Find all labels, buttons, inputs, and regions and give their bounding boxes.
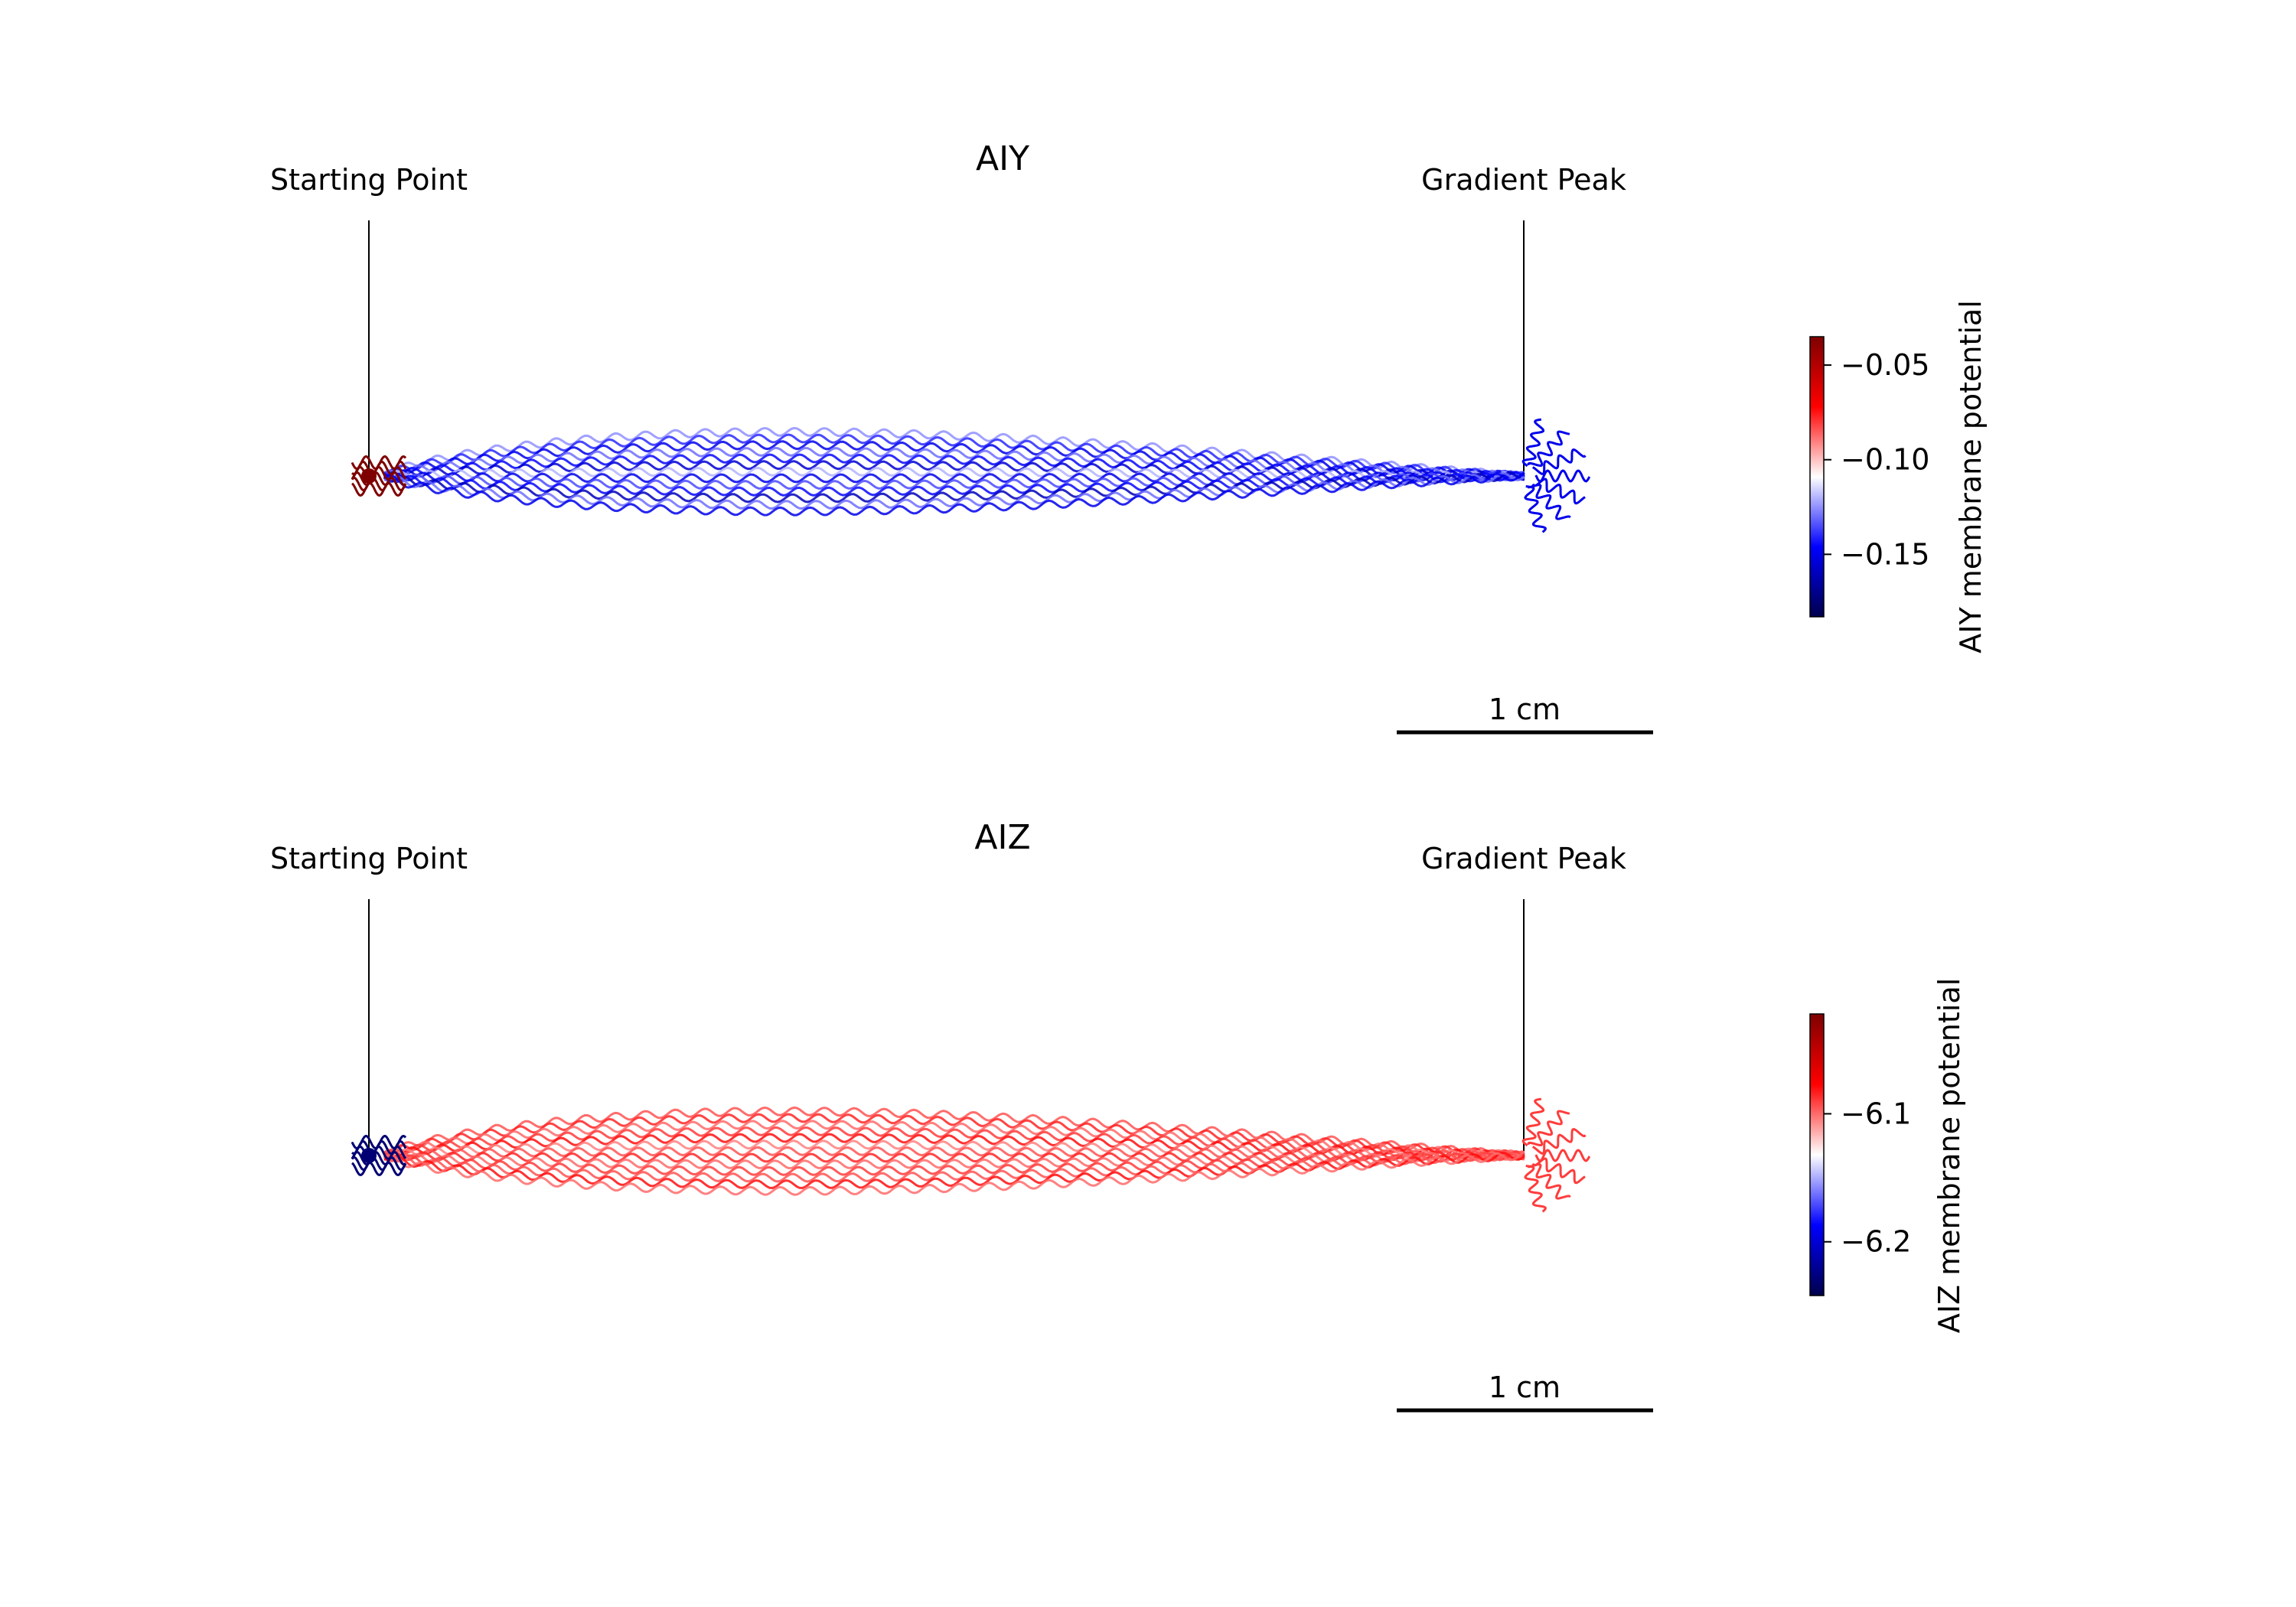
trajectory-line	[383, 1150, 1525, 1170]
start-trajectory-segment	[351, 476, 407, 492]
colorbar-gradient	[1809, 1013, 1825, 1296]
starting-point-label: Starting Point	[270, 163, 468, 197]
trajectory-line	[383, 471, 1525, 517]
trajectory-line	[383, 471, 1525, 510]
scale-bar: 1 cm	[1397, 693, 1653, 735]
start-trajectory-segment	[351, 465, 407, 481]
trajectory-line	[383, 466, 1525, 481]
colorbar-label: AIZ membrane potential	[1932, 978, 1966, 1333]
trajectory-line	[383, 453, 1525, 481]
peak-trajectory-segment	[1524, 485, 1547, 533]
peak-trajectory-segment	[1531, 448, 1587, 475]
start-trajectory-segment	[351, 1139, 407, 1156]
peak-trajectory-segment	[1534, 1149, 1591, 1162]
start-trajectory-segment	[351, 1145, 407, 1160]
peak-trajectory-segment	[1521, 1097, 1544, 1147]
peak-trajectory-segment	[1531, 1157, 1586, 1185]
colorbar-tick-label: −6.1	[1841, 1097, 1911, 1130]
start-trajectory-segment	[351, 1150, 406, 1166]
panel-title: AIZ	[974, 818, 1030, 857]
trajectory-line	[383, 471, 1525, 497]
trajectory-line	[383, 1151, 1525, 1196]
panel-aiz: AIZ Starting Point Gradient Peak −6.1−6.…	[270, 818, 1966, 1413]
peak-trajectory-segment	[1528, 484, 1571, 520]
trajectories	[351, 418, 1591, 533]
scale-bar-label: 1 cm	[1489, 693, 1561, 726]
colorbar: −0.05 −0.10 −0.15 AIY membrane potential	[1809, 300, 1988, 654]
scale-bar-label: 1 cm	[1489, 1371, 1561, 1404]
peak-trajectory-segment	[1531, 1128, 1587, 1155]
gradient-peak-label: Gradient Peak	[1421, 163, 1626, 197]
panel-aiy: AIY Starting Point Gradient Peak −0.05−0…	[270, 139, 1988, 735]
gradient-peak-label: Gradient Peak	[1421, 842, 1626, 875]
start-trajectory-segment	[351, 460, 407, 476]
peak-trajectory-segment	[1521, 418, 1544, 468]
starting-point-marker	[361, 468, 377, 484]
trajectory-line	[383, 1133, 1525, 1160]
colorbar-tick-label: −6.2	[1841, 1225, 1911, 1259]
colorbar-tick-label: −0.05	[1841, 348, 1929, 382]
panel-title: AIY	[976, 139, 1029, 178]
trajectory-line	[383, 471, 1525, 491]
scale-bar: 1 cm	[1397, 1371, 1653, 1413]
starting-point-marker	[361, 1148, 377, 1163]
peak-trajectory-segment	[1527, 1110, 1570, 1147]
peak-trajectory-segment	[1531, 478, 1586, 505]
colorbar-label: AIY membrane potential	[1954, 300, 1988, 654]
start-trajectory-segment	[351, 471, 406, 487]
start-trajectory-segment	[351, 1156, 407, 1172]
colorbar-tick-label: −0.10	[1841, 443, 1929, 477]
trajectory-line	[383, 1151, 1525, 1190]
peak-trajectory-segment	[1524, 1165, 1547, 1213]
start-trajectory-segment	[351, 1161, 407, 1176]
peak-trajectory-segment	[1534, 469, 1591, 483]
colorbar-tick-label: −0.15	[1841, 537, 1929, 571]
peak-trajectory-segment	[1527, 430, 1570, 468]
trajectory-line	[383, 433, 1525, 481]
trajectories	[351, 1097, 1591, 1213]
trajectory-line	[383, 1146, 1525, 1161]
colorbar: −6.1 −6.2 AIZ membrane potential	[1809, 978, 1966, 1333]
peak-trajectory-segment	[1528, 1163, 1571, 1200]
colorbar-gradient	[1809, 336, 1825, 618]
trajectory-line	[383, 1113, 1525, 1161]
start-trajectory-segment	[351, 481, 407, 497]
starting-point-label: Starting Point	[270, 842, 468, 875]
trajectory-line	[383, 1150, 1525, 1176]
